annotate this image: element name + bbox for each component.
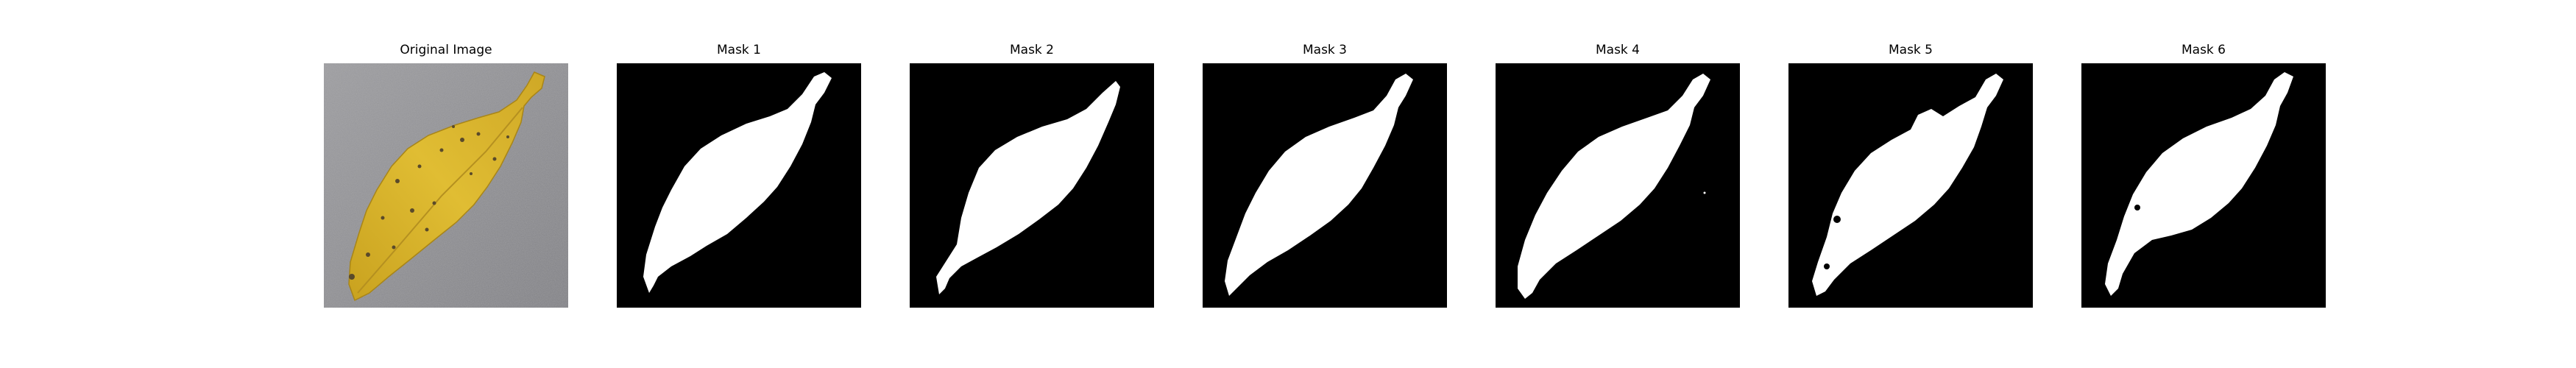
panel-mask-3: Mask 3 [1203, 43, 1447, 308]
mask-2-image [910, 63, 1154, 308]
mask-5-shape [1812, 74, 2003, 296]
panel-title-original-image: Original Image [400, 43, 492, 57]
panel-mask-6: Mask 6 [2081, 43, 2326, 308]
panel-title-mask-1: Mask 1 [716, 43, 761, 57]
panel-title-mask-5: Mask 5 [1888, 43, 1933, 57]
mask-5-image [1788, 63, 2033, 308]
mask-6-image [2081, 63, 2326, 308]
original-image [324, 63, 568, 308]
mask-1-image [617, 63, 861, 308]
panel-mask-1: Mask 1 [617, 43, 861, 308]
mask-6-shape [2105, 72, 2293, 296]
panel-title-mask-3: Mask 3 [1302, 43, 1347, 57]
panel-title-mask-4: Mask 4 [1595, 43, 1640, 57]
mask-4-image [1496, 63, 1740, 308]
panel-title-mask-6: Mask 6 [2181, 43, 2226, 57]
mask-3-image [1203, 63, 1447, 308]
mask-1-shape [643, 72, 832, 293]
mask-3-shape [1225, 74, 1413, 296]
panel-original-image: Original Image [324, 43, 568, 308]
panel-mask-4: Mask 4 [1496, 43, 1740, 308]
panel-title-mask-2: Mask 2 [1009, 43, 1054, 57]
panel-mask-5: Mask 5 [1788, 43, 2033, 308]
mask-4-shape [1518, 74, 1710, 299]
panel-mask-2: Mask 2 [910, 43, 1154, 308]
leaf-shape [348, 71, 545, 302]
mask-2-shape [936, 81, 1120, 294]
